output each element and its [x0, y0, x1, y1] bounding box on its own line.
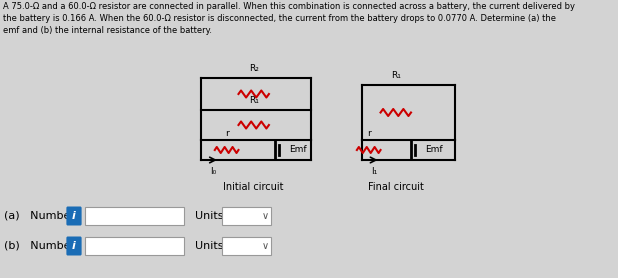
- Text: (a)   Number: (a) Number: [4, 211, 75, 221]
- FancyBboxPatch shape: [222, 237, 271, 255]
- Text: Initial circuit: Initial circuit: [224, 182, 284, 192]
- FancyBboxPatch shape: [85, 207, 184, 225]
- Text: I₀: I₀: [210, 167, 216, 176]
- Text: Units: Units: [195, 211, 223, 221]
- Text: A 75.0-Ω and a 60.0-Ω resistor are connected in parallel. When this combination : A 75.0-Ω and a 60.0-Ω resistor are conne…: [2, 2, 575, 34]
- FancyBboxPatch shape: [66, 207, 82, 225]
- Text: ∨: ∨: [262, 211, 269, 221]
- Text: r: r: [225, 129, 229, 138]
- Text: R₁: R₁: [391, 71, 400, 80]
- Text: i: i: [72, 211, 76, 221]
- Text: R₁: R₁: [249, 96, 259, 105]
- FancyBboxPatch shape: [66, 237, 82, 255]
- Text: Emf: Emf: [289, 145, 307, 155]
- FancyBboxPatch shape: [222, 207, 271, 225]
- Text: I₁: I₁: [371, 167, 377, 176]
- Text: i: i: [72, 241, 76, 251]
- Text: ∨: ∨: [262, 241, 269, 251]
- Text: Units: Units: [195, 241, 223, 251]
- FancyBboxPatch shape: [85, 237, 184, 255]
- Text: R₂: R₂: [249, 64, 259, 73]
- Text: (b)   Number: (b) Number: [4, 241, 75, 251]
- Text: r: r: [367, 129, 371, 138]
- Text: Emf: Emf: [425, 145, 443, 155]
- Text: Final circuit: Final circuit: [368, 182, 424, 192]
